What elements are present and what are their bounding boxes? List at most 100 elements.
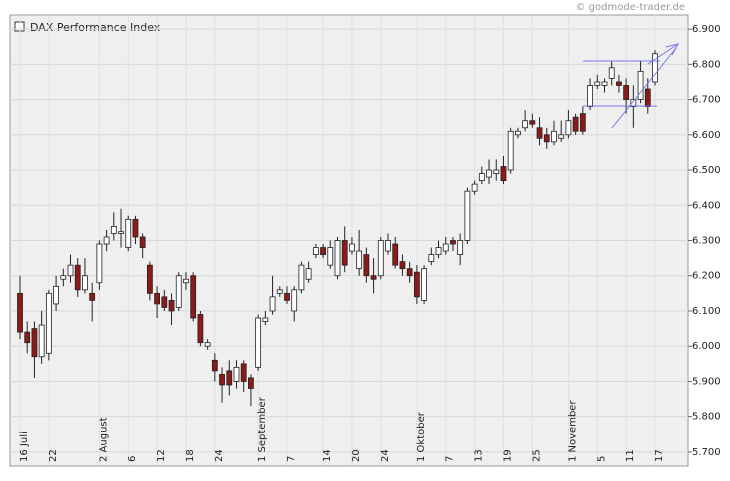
candle-body: [96, 243, 103, 284]
candle-body: [450, 240, 456, 245]
candle-body: [24, 331, 31, 344]
candle-body: [536, 127, 543, 139]
candle-body: [522, 120, 529, 129]
candle-body: [551, 130, 557, 143]
candle-body: [356, 250, 363, 270]
candle-body: [500, 166, 507, 182]
x-tick-label: 7: [445, 456, 456, 462]
candle-body: [226, 370, 233, 386]
x-tick-label: 1 September: [257, 396, 268, 462]
candle-body: [60, 275, 67, 280]
candle-body: [435, 247, 442, 255]
candle-body: [644, 88, 651, 108]
candle-body: [514, 130, 521, 136]
candle-body: [219, 373, 225, 386]
x-tick-label: 14: [322, 449, 333, 462]
candle-body: [442, 243, 449, 252]
x-tick-label: 11: [625, 449, 636, 462]
candle-body: [248, 377, 254, 389]
candle-body: [428, 254, 435, 263]
candle-body: [471, 183, 478, 192]
candle-body: [486, 169, 492, 178]
legend-label: DAX Performance Index: [30, 21, 161, 34]
candle-body: [572, 116, 579, 132]
candle-body: [385, 240, 391, 252]
candle-body: [579, 113, 586, 132]
candle-body: [197, 314, 204, 344]
x-tick-label: 20: [351, 449, 362, 462]
candle-body: [406, 268, 413, 277]
candle-body: [183, 278, 189, 284]
candle-body: [312, 247, 319, 255]
candle-body: [190, 275, 197, 319]
candle-body: [421, 268, 427, 301]
x-tick-label: 5: [596, 456, 607, 462]
candle-body: [262, 317, 269, 322]
y-tick-label: 6.300: [692, 236, 721, 247]
y-tick-label: 5.800: [692, 412, 721, 423]
y-tick-label: 6.600: [692, 130, 721, 141]
x-tick-label: 19: [502, 449, 513, 462]
candle-body: [652, 53, 658, 83]
candle-body: [233, 366, 240, 382]
candle-body: [154, 292, 161, 305]
candle-body: [132, 218, 139, 238]
candle-body: [616, 81, 622, 86]
source: © godmode-trader.de: [576, 2, 686, 13]
candle-body: [529, 120, 536, 125]
candle-body: [341, 240, 348, 266]
y-tick-label: 6.500: [692, 165, 721, 176]
candle-body: [377, 240, 384, 277]
candle-body: [269, 296, 276, 312]
candle-body: [53, 285, 59, 305]
candle-body: [558, 134, 565, 139]
candle-body: [478, 173, 485, 182]
x-tick-label: 24: [380, 449, 391, 462]
candle-body: [118, 231, 124, 234]
arrow-head: [665, 43, 679, 56]
x-tick-label: 18: [185, 449, 196, 462]
x-tick-label: 16 Juli: [19, 431, 30, 462]
candle-body: [38, 324, 45, 358]
x-tick-label: 25: [531, 449, 542, 462]
marks: 5.700 5.800 5.900 6.000 6.100 6.200 6.300 6.400…: [10, 15, 721, 466]
candle-body: [507, 130, 514, 171]
candle-body: [320, 247, 326, 255]
x-tick-label: 1 November: [567, 400, 578, 462]
candle-body: [276, 289, 283, 294]
candle-body: [45, 292, 52, 354]
candle-body: [413, 271, 420, 298]
x-tick-label: 24: [214, 449, 225, 462]
candle-body: [399, 261, 406, 270]
y-tick-label: 6.800: [692, 59, 721, 70]
candle-body: [284, 292, 290, 301]
trend-line: [647, 43, 679, 65]
candle-body: [89, 292, 96, 301]
candle-body: [125, 218, 132, 248]
candle-body: [601, 81, 608, 86]
candle-body: [392, 243, 399, 266]
candle-body: [31, 328, 38, 358]
y-tick-label: 5.900: [692, 376, 721, 387]
x-tick-label: 7: [286, 456, 297, 462]
candle-body: [255, 317, 262, 368]
candle-body: [457, 240, 464, 255]
y-tick-label: 6.400: [692, 200, 721, 211]
candle-body: [17, 292, 23, 333]
trend-lines: [583, 43, 679, 129]
candle-body: [493, 169, 500, 174]
candle-body: [637, 70, 644, 100]
x-tick-label: 22: [48, 449, 59, 462]
candle-body: [363, 254, 370, 277]
candle-body: [349, 243, 355, 252]
candle-body: [74, 264, 81, 291]
candle-body: [161, 296, 168, 308]
candle-body: [464, 190, 471, 241]
x-tick-label: 13: [474, 449, 485, 462]
y-tick-label: 6.000: [692, 341, 721, 352]
candle-body: [370, 275, 377, 280]
y-tick-label: 6.200: [692, 271, 721, 282]
y-tick-label: 5.700: [692, 447, 721, 458]
candle-body: [175, 275, 182, 308]
